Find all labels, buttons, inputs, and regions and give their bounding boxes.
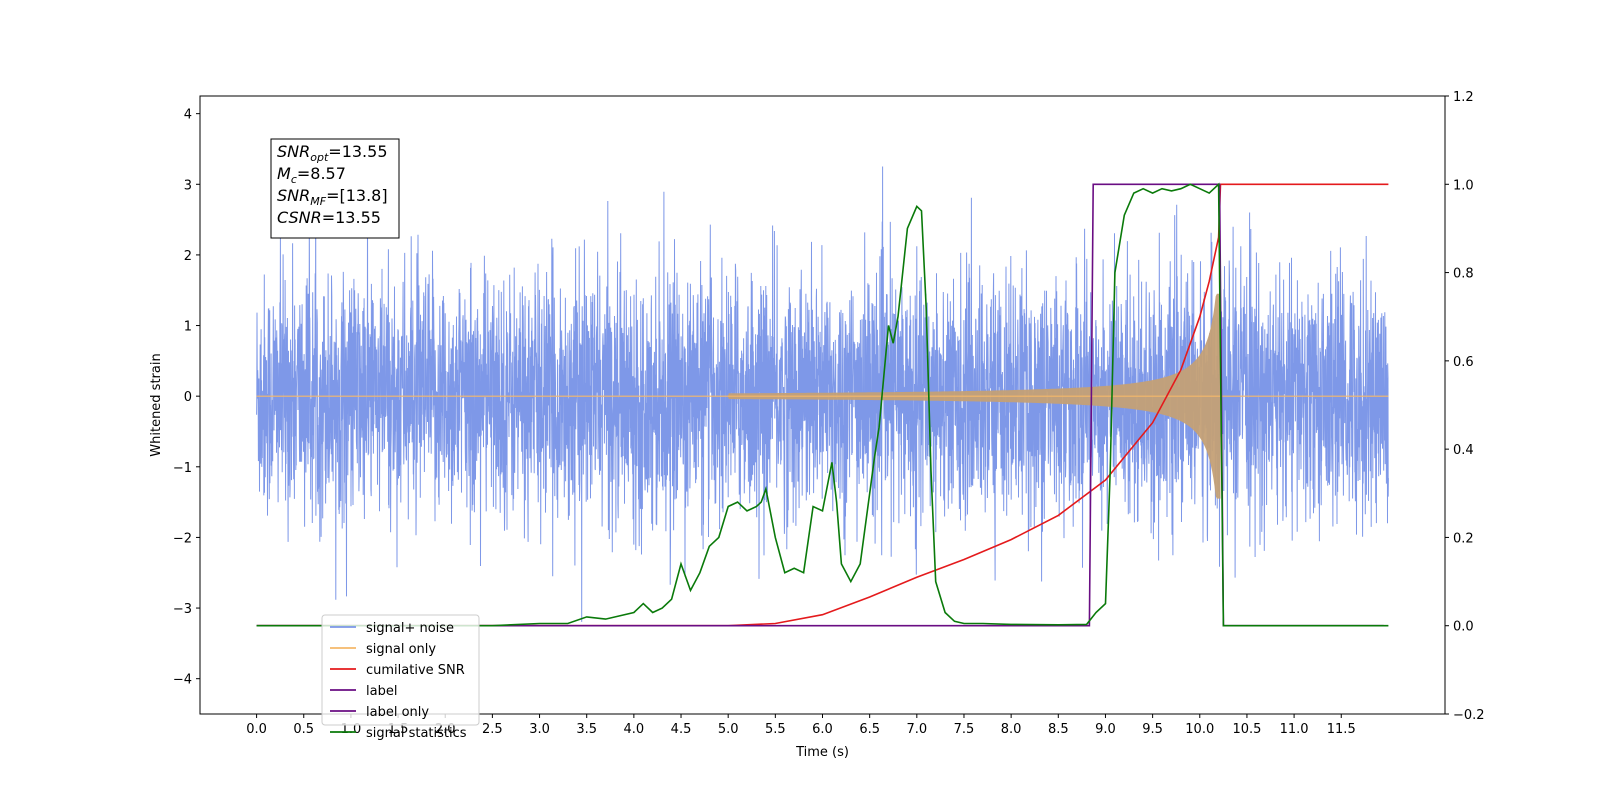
annotation-snr-opt: SNRopt=13.55 bbox=[277, 142, 388, 164]
x-tick-label: 7.5 bbox=[954, 722, 975, 737]
annotation-snr-mf-symbol: SNR bbox=[277, 186, 310, 205]
y2-tick-label: 0.2 bbox=[1453, 531, 1474, 546]
annotation-mc-value: =8.57 bbox=[297, 164, 346, 183]
x-tick-label: 0.0 bbox=[246, 722, 267, 737]
y2-tick-label: 1.2 bbox=[1453, 90, 1474, 105]
legend-cumilative-snr: cumilative SNR bbox=[330, 663, 465, 678]
x-tick-label: 2.0 bbox=[435, 722, 456, 737]
legend-label-only: label only bbox=[330, 705, 429, 720]
y2-tick-label: 0.0 bbox=[1453, 620, 1474, 635]
series-cumilative-snr-line bbox=[256, 183, 1389, 627]
annotation-mc: Mc=8.57 bbox=[277, 164, 346, 186]
y-axis-right: 1.2 1.0 0.8 0.6 0.4 0.2 0.0 −0.2 bbox=[1445, 90, 1485, 723]
annotation-snr-mf: SNRMF=[13.8] bbox=[277, 186, 388, 208]
x-tick-label: 2.5 bbox=[482, 722, 503, 737]
x-tick-label: 10.5 bbox=[1232, 722, 1261, 737]
y-tick-label: −3 bbox=[173, 602, 192, 617]
annotation-snr-mf-value: =[13.8] bbox=[326, 186, 388, 205]
x-tick-label: 8.0 bbox=[1001, 722, 1022, 737]
x-tick-label: 3.0 bbox=[529, 722, 550, 737]
y-tick-label: −2 bbox=[173, 531, 192, 546]
x-tick-label: 11.5 bbox=[1327, 722, 1356, 737]
x-axis: 0.0 0.5 1.0 1.5 2.0 2.5 3.0 3.5 4.0 4.5 5.0 5.5 6.0 6… bbox=[246, 714, 1356, 737]
y2-tick-label: 0.6 bbox=[1453, 355, 1474, 370]
legend-signal-statistics: signal statistics bbox=[330, 726, 467, 741]
x-tick-label: 11.0 bbox=[1280, 722, 1309, 737]
x-tick-label: 3.5 bbox=[576, 722, 597, 737]
annotation-csnr-symbol: CSNR bbox=[277, 208, 322, 227]
y-tick-label: 0 bbox=[184, 390, 192, 405]
y-tick-label: 3 bbox=[184, 178, 192, 193]
legend: signal+ noise signal only cumilative SNR la… bbox=[321, 614, 480, 741]
y-tick-label: −1 bbox=[173, 461, 192, 476]
series-signal-statistics-line bbox=[256, 182, 1389, 627]
legend-label: signal statistics bbox=[366, 726, 467, 741]
y2-tick-label: 0.4 bbox=[1453, 443, 1474, 458]
x-tick-label: 9.5 bbox=[1142, 722, 1163, 737]
annotation-mc-symbol: M bbox=[277, 164, 291, 183]
x-tick-label: 4.5 bbox=[671, 722, 692, 737]
legend-frame bbox=[321, 614, 480, 726]
plot-area bbox=[256, 166, 1389, 627]
series-group bbox=[256, 166, 1389, 627]
annotation-csnr-value: =13.55 bbox=[322, 208, 381, 227]
legend-signal-noise: signal+ noise bbox=[330, 621, 454, 636]
y-axis-label: Whitened strain bbox=[149, 353, 164, 456]
x-tick-label: 9.0 bbox=[1095, 722, 1116, 737]
annotation-snr-opt-symbol: SNR bbox=[277, 142, 310, 161]
annotation-mc-sub: c bbox=[291, 173, 297, 186]
legend-label: signal only bbox=[366, 642, 436, 657]
x-tick-label: 1.0 bbox=[341, 722, 362, 737]
x-tick-label: 6.0 bbox=[812, 722, 833, 737]
legend-label: cumilative SNR bbox=[366, 663, 465, 678]
legend-label: label only bbox=[366, 705, 429, 720]
annotation-box: SNRopt=13.55 Mc=8.57 SNRMF=[13.8] CSNR=1… bbox=[270, 138, 400, 239]
annotation-snr-opt-value: =13.55 bbox=[328, 142, 387, 161]
y-tick-label: 2 bbox=[184, 249, 192, 264]
annotation-csnr: CSNR=13.55 bbox=[277, 208, 381, 227]
y-tick-label: −4 bbox=[173, 673, 192, 688]
x-tick-label: 1.5 bbox=[388, 722, 409, 737]
x-tick-label: 10.0 bbox=[1185, 722, 1214, 737]
x-axis-label: Time (s) bbox=[795, 745, 849, 760]
legend-signal-only: signal only bbox=[330, 642, 436, 657]
y2-tick-label: 0.8 bbox=[1453, 267, 1474, 282]
y2-tick-label: 1.0 bbox=[1453, 178, 1474, 193]
legend-label: signal+ noise bbox=[366, 621, 454, 636]
legend-label: label bbox=[330, 684, 397, 699]
x-tick-label: 5.5 bbox=[765, 722, 786, 737]
x-tick-label: 5.0 bbox=[718, 722, 739, 737]
x-tick-label: 7.0 bbox=[906, 722, 927, 737]
legend-label: label bbox=[366, 684, 397, 699]
x-tick-label: 4.0 bbox=[624, 722, 645, 737]
annotation-frame bbox=[270, 138, 400, 239]
annotation-snr-opt-sub: opt bbox=[310, 151, 329, 164]
annotation-snr-mf-sub: MF bbox=[310, 195, 326, 208]
y-axis-left: 4 3 2 1 0 −1 −2 −3 −4 bbox=[173, 108, 200, 688]
y-tick-label: 4 bbox=[184, 108, 192, 123]
x-tick-label: 6.5 bbox=[859, 722, 880, 737]
x-tick-label: 8.5 bbox=[1048, 722, 1069, 737]
y2-tick-label: −0.2 bbox=[1453, 708, 1485, 723]
x-tick-label: 0.5 bbox=[293, 722, 314, 737]
y-tick-label: 1 bbox=[184, 320, 192, 335]
